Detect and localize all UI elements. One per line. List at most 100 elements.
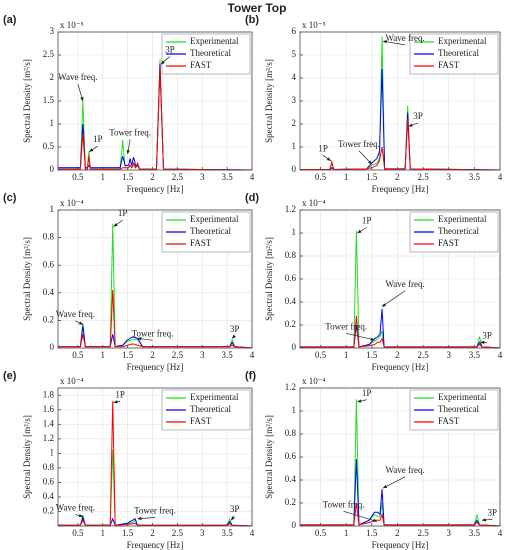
legend-label: Experimental [438,214,487,224]
y-tick-label: 0.6 [43,259,55,269]
panel-label: (c) [3,192,17,204]
y-tick-label: 0.4 [285,296,297,306]
x-tick-label: 0.5 [315,172,327,182]
y-tick-label: 0 [292,520,297,530]
y-tick-label: 0.6 [285,273,297,283]
annotation: 3P [482,331,492,341]
x-tick-label: 2 [395,528,400,538]
y-tick-label: 0.2 [285,497,296,507]
panel-label: (a) [3,14,17,26]
y-tick-label: 1.4 [43,418,55,428]
x-tick-label: 3 [446,528,451,538]
y-tick-label: 6 [292,26,297,36]
x-tick-label: 2.5 [172,350,184,360]
y-tick-label: 0 [292,164,297,174]
legend-label: FAST [438,416,460,426]
y-tick-label: 4 [292,72,297,82]
annotation: 1P [115,389,125,399]
y-tick-label: 1 [292,405,297,415]
annotation: Tower freq. [134,506,176,516]
annotation: Tower freq. [338,139,380,149]
legend-label: Theoretical [190,226,231,236]
legend-label: Theoretical [190,48,231,58]
y-tick-label: 0.6 [285,451,297,461]
x-tick-label: 2 [150,350,155,360]
plot-frame [57,31,253,171]
panel: 0.5 1 1.5 2 2.5 3 3.5 4 0.2 0.4 0.6 0.8 1 1.2 1.4 1.6 1.… [3,370,255,550]
panel: 0.5 1 1.5 2 2.5 3 3.5 4 0 0.2 0.4 0.6 0.8 1 1.2 (d) x 10… [245,192,503,372]
series-line [300,230,501,349]
x-axis-label: Frequency [Hz] [372,540,429,550]
x-tick-label: 4 [498,528,503,538]
panel: 0.5 1 1.5 2 2.5 3 3.5 4 0 1 2 3 4 5 6 (b) x 10⁻⁵ Frequenc… [245,14,503,194]
annotation-arrow [322,155,332,162]
annotation-arrow [357,399,367,403]
legend-label: Experimental [438,392,487,402]
annotation-arrow [346,332,375,341]
x-tick-label: 4 [498,350,503,360]
y-axis-label: Spectral Density [m²/s] [22,59,32,143]
annotation: Tower freq. [132,328,174,338]
x-tick-label: 0.5 [315,350,327,360]
x-tick-label: 1.5 [122,172,134,182]
annotation: 3P [230,324,240,334]
y-tick-label: 2 [292,118,297,128]
x-tick-label: 3 [200,528,205,538]
annotation-arrow [231,334,237,339]
series-line [58,401,253,527]
annotation: 1P [362,216,372,226]
x-tick-label: 3.5 [469,172,481,182]
y-axis-label: Spectral Density [m²/s] [22,237,32,321]
legend-label: FAST [190,238,212,248]
annotation: Tower freq. [323,499,365,509]
axis-exponent: x 10⁻⁵ [302,20,326,30]
annotation-arrow [160,56,171,65]
x-tick-label: 0.5 [72,172,84,182]
x-axis-label: Frequency [Hz] [372,362,429,372]
x-tick-label: 4 [250,350,255,360]
x-tick-label: 1 [101,172,106,182]
legend-label: Theoretical [190,404,231,414]
x-tick-label: 2.5 [172,528,184,538]
panel-label: (f) [245,370,256,382]
x-tick-label: 3.5 [469,528,481,538]
series-line [300,399,501,527]
annotation: 1P [318,143,328,153]
y-axis-label: Spectral Density [m²/s] [264,59,274,143]
annotation: Wave freq. [56,309,95,319]
annotation-arrow [358,150,373,165]
panel-label: (e) [3,370,17,382]
annotation: 3P [165,44,175,54]
y-tick-label: 2 [50,72,55,82]
y-tick-label: 2.5 [43,49,55,59]
legend-label: Theoretical [438,48,479,58]
x-tick-label: 2.5 [417,528,429,538]
axis-exponent: x 10⁻⁴ [60,376,84,386]
x-tick-label: 1.5 [122,528,134,538]
annotation-arrow [88,145,98,152]
annotation-arrow [382,476,406,489]
y-tick-label: 1.5 [43,95,55,105]
figure-title: Tower Top [228,1,287,15]
series-line [300,502,501,527]
plot-frame [57,209,253,349]
annotation: 1P [118,208,128,218]
annotation-arrow [77,83,84,102]
legend-label: Experimental [190,392,239,402]
legend-label: Theoretical [438,226,479,236]
x-tick-label: 1 [344,350,349,360]
panel-label: (b) [245,14,259,26]
axis-exponent: x 10⁻⁴ [302,376,326,386]
panel-label: (d) [245,192,259,204]
panel: 0.5 1 1.5 2 2.5 3 3.5 4 0 0.2 0.4 0.6 0.8 1 (c) x 10⁻⁴ F… [3,192,255,372]
x-tick-label: 1.5 [122,350,134,360]
annotation-arrow [137,337,153,341]
series-line [300,459,501,527]
y-tick-label: 0.2 [285,319,296,329]
x-tick-label: 3 [200,172,205,182]
x-tick-label: 1 [101,350,106,360]
legend-label: FAST [190,416,212,426]
x-axis-label: Frequency [Hz] [372,184,429,194]
x-tick-label: 1.5 [366,350,378,360]
